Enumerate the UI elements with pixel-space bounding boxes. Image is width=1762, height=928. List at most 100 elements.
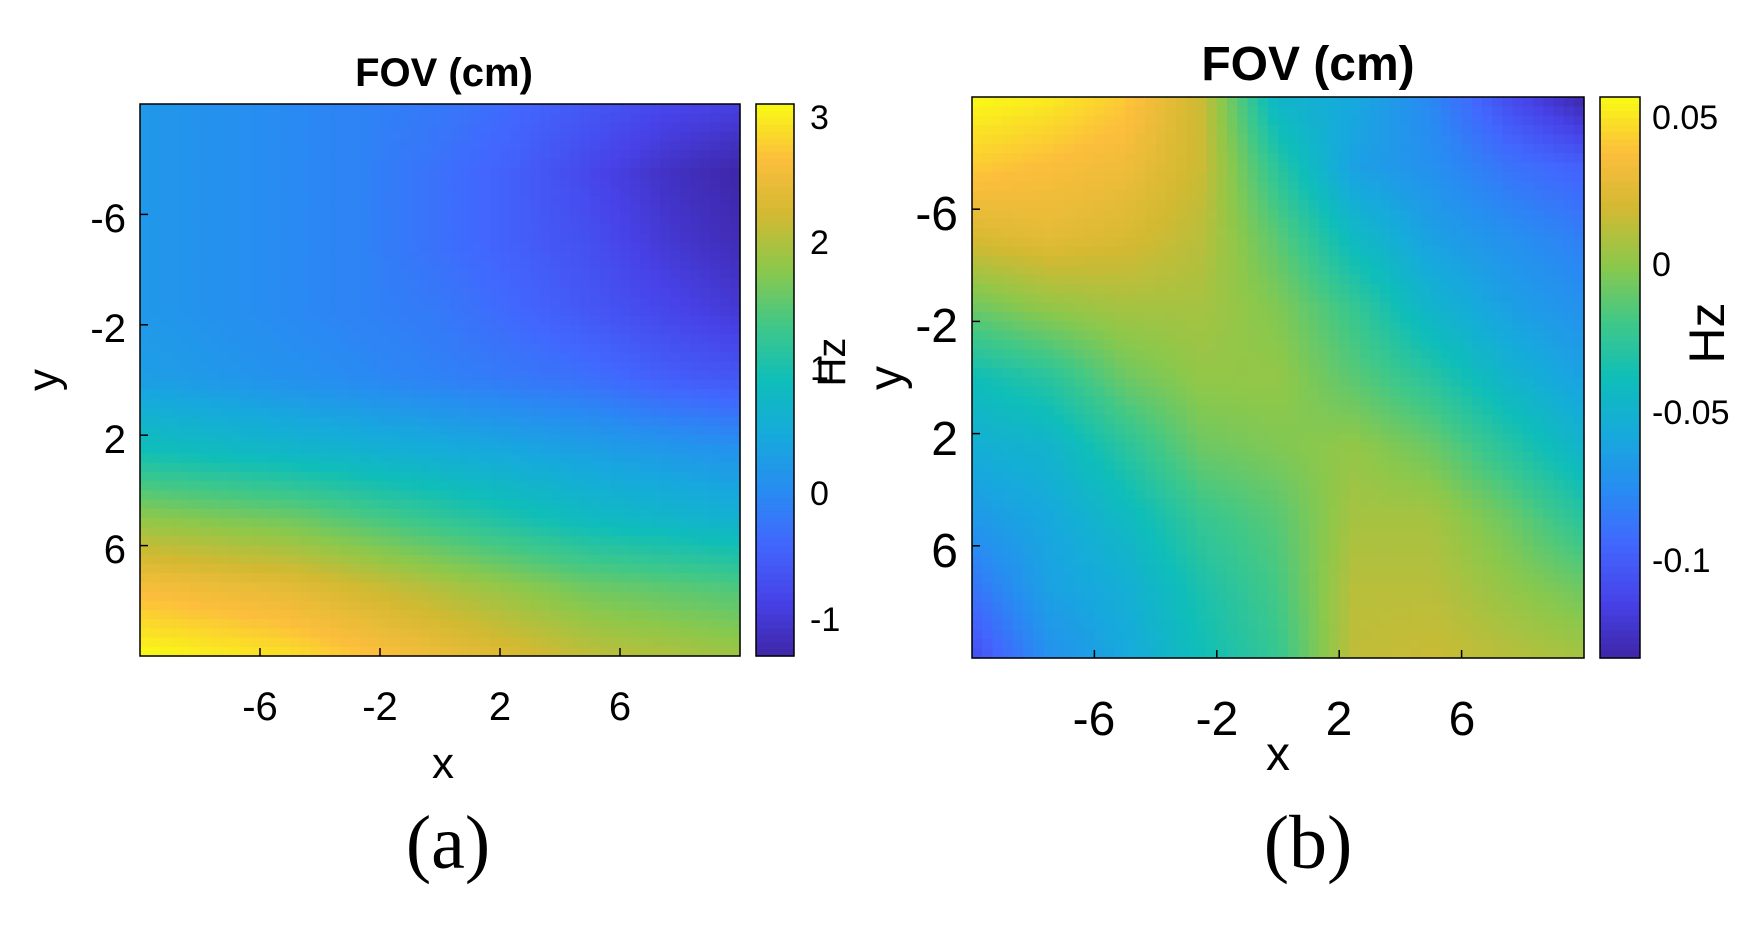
heatmap-cell <box>300 104 311 114</box>
heatmap-cell <box>530 646 541 657</box>
heatmap-cell <box>1278 227 1289 238</box>
heatmap-cell <box>700 508 711 519</box>
heatmap-cell <box>480 131 491 142</box>
heatmap-cell <box>1380 143 1391 154</box>
heatmap-cell <box>1522 218 1534 229</box>
heatmap-cell <box>1104 143 1116 154</box>
heatmap-cell <box>460 582 471 593</box>
heatmap-cell <box>280 260 291 271</box>
heatmap-cell <box>1420 227 1432 238</box>
heatmap-cell <box>320 242 331 252</box>
heatmap-cell <box>250 610 261 620</box>
heatmap-cell <box>1400 246 1412 257</box>
heatmap-cell <box>680 306 691 317</box>
heatmap-cell <box>640 453 651 464</box>
heatmap-cell <box>230 582 241 593</box>
heatmap-cell <box>520 591 531 602</box>
heatmap-cell <box>1512 125 1524 135</box>
heatmap-cell <box>500 150 511 160</box>
heatmap-cell <box>220 536 231 547</box>
heatmap-cell <box>600 150 611 160</box>
heatmap-cell <box>260 205 271 215</box>
heatmap-cell <box>350 104 361 114</box>
heatmap-cell <box>270 269 281 280</box>
heatmap-cell <box>560 591 571 602</box>
heatmap-cell <box>1400 284 1412 294</box>
heatmap-cell <box>1135 97 1146 107</box>
heatmap-cell <box>180 205 191 215</box>
heatmap-cell <box>1063 115 1075 126</box>
colorbar-swatch <box>756 152 794 160</box>
heatmap-cell <box>510 499 521 510</box>
heatmap-cell <box>730 518 741 528</box>
heatmap-cell <box>160 306 171 317</box>
heatmap-cell <box>470 232 481 243</box>
heatmap-cell <box>1033 125 1044 135</box>
heatmap-cell <box>1257 284 1269 294</box>
heatmap-cell <box>490 177 501 188</box>
heatmap-cell <box>670 582 681 593</box>
heatmap-cell <box>540 232 551 243</box>
heatmap-cell <box>440 168 451 179</box>
heatmap-cell <box>700 324 711 335</box>
heatmap-cell <box>1573 181 1585 192</box>
heatmap-cell <box>420 499 431 510</box>
heatmap-cell <box>1155 143 1167 154</box>
heatmap-cell <box>1145 227 1157 238</box>
heatmap-cell <box>230 508 241 519</box>
heatmap-cell <box>1135 181 1146 192</box>
heatmap-cell <box>220 619 231 629</box>
heatmap-cell <box>530 527 541 537</box>
heatmap-cell <box>360 527 371 537</box>
heatmap-cell <box>600 407 611 418</box>
heatmap-cell <box>390 619 401 629</box>
heatmap-cell <box>440 389 451 399</box>
colorbar-swatch <box>756 573 794 581</box>
heatmap-cell <box>1278 97 1289 107</box>
heatmap-cell <box>470 518 481 528</box>
heatmap-cell <box>220 205 231 215</box>
heatmap-cell <box>1267 199 1279 210</box>
heatmap-cell <box>1094 97 1106 107</box>
heatmap-cell <box>440 297 451 307</box>
heatmap-cell <box>150 196 161 206</box>
heatmap-cell <box>270 518 281 528</box>
heatmap-cell <box>1104 106 1116 117</box>
heatmap-cell <box>680 324 691 335</box>
heatmap-cell <box>450 223 461 234</box>
heatmap-cell <box>530 619 541 629</box>
heatmap-cell <box>490 242 501 252</box>
heatmap-cell <box>150 278 161 289</box>
heatmap-cell <box>180 214 191 225</box>
heatmap-cell <box>1043 134 1055 145</box>
heatmap-cell <box>370 444 381 455</box>
heatmap-cell <box>290 398 301 409</box>
heatmap-cell <box>200 453 211 464</box>
heatmap-cell <box>290 205 301 215</box>
heatmap-cell <box>680 426 691 436</box>
heatmap-cell <box>270 131 281 142</box>
heatmap-cell <box>720 150 731 160</box>
heatmap-cell <box>280 297 291 307</box>
heatmap-cell <box>1573 97 1585 107</box>
heatmap-cell <box>1533 246 1544 257</box>
heatmap-cell <box>660 527 671 537</box>
heatmap-cell <box>250 260 261 271</box>
heatmap-cell <box>1420 237 1432 248</box>
heatmap-cell <box>410 269 421 280</box>
heatmap-cell <box>540 150 551 160</box>
heatmap-cell <box>1451 246 1463 257</box>
heatmap-cell <box>270 600 281 611</box>
heatmap-cell <box>1288 115 1299 126</box>
heatmap-cell <box>1420 162 1432 173</box>
heatmap-cell <box>630 462 641 473</box>
heatmap-cell <box>680 104 691 114</box>
heatmap-cell <box>1420 125 1432 135</box>
heatmap-cell <box>1084 143 1095 154</box>
heatmap-cell <box>460 536 471 547</box>
heatmap-cell <box>240 380 251 390</box>
heatmap-cell <box>1369 237 1381 248</box>
heatmap-cell <box>982 227 993 238</box>
heatmap-cell <box>390 554 401 565</box>
heatmap-cell <box>370 361 381 372</box>
